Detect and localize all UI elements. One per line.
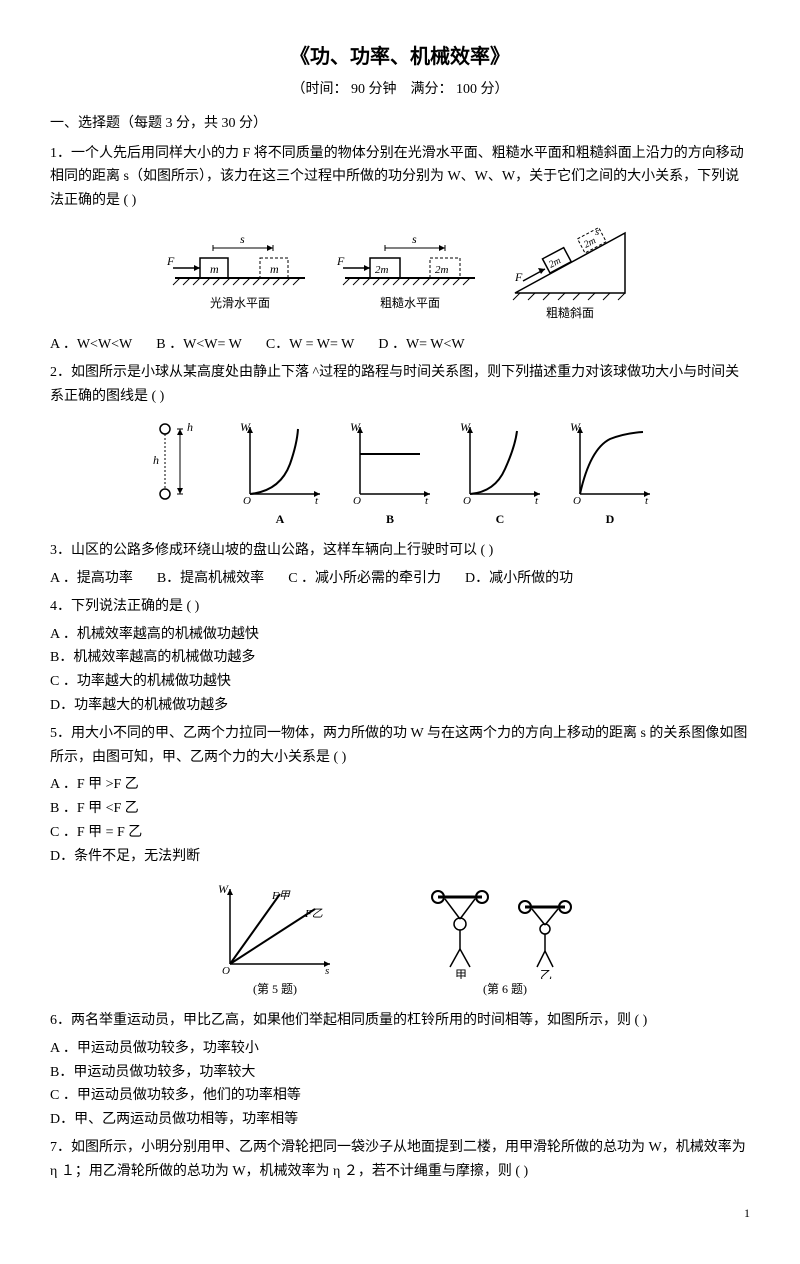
q1-fig-b-label: 粗糙水平面 <box>335 293 485 313</box>
svg-text:s: s <box>412 232 417 246</box>
svg-text:F: F <box>166 254 175 268</box>
question-2: 2．如图所示是小球从某高度处由静止下落 ^过程的路程与时间关系图，则下列描述重力… <box>50 361 750 409</box>
q1-fig-b: 2m 2m F s 粗糙水平面 <box>335 223 485 323</box>
q3-opt-a: A ．提高功率 <box>50 567 133 591</box>
q2-figures: h h W O t A W O t B <box>50 419 750 529</box>
svg-text:乙: 乙 <box>540 968 552 979</box>
svg-text:t: t <box>315 495 319 507</box>
svg-text:O: O <box>222 965 230 977</box>
svg-text:W: W <box>570 420 581 434</box>
svg-text:t: t <box>425 495 429 507</box>
q3-opt-d: D．减小所做的功 <box>465 567 573 591</box>
q1-opt-d: D ．W= W<W <box>378 333 464 357</box>
q6-opt-b: B．甲运动员做功较多，功率较大 <box>50 1061 386 1085</box>
q1-fig-a-label: 光滑水平面 <box>165 293 315 313</box>
page-number: 1 <box>50 1203 750 1223</box>
q6-fig: 甲 乙 (第 6 题) <box>420 879 590 999</box>
q6-fig-label: (第 6 题) <box>420 979 590 999</box>
q6-opt-d: D．甲、乙两运动员做功相等，功率相等 <box>50 1108 386 1132</box>
svg-text:O: O <box>243 495 251 507</box>
svg-text:O: O <box>463 495 471 507</box>
q3-opt-b: B．提高机械效率 <box>157 567 264 591</box>
q2-fig-a: W O t A <box>235 419 325 529</box>
q5-opt-a: A ．F 甲 >F 乙 <box>50 773 386 797</box>
svg-text:h: h <box>187 420 193 434</box>
question-6: 6．两名举重运动员，甲比乙高，如果他们举起相同质量的杠铃所用的时间相等，如图所示… <box>50 1009 750 1033</box>
q5-opt-b: B ．F 甲 <F 乙 <box>50 797 386 821</box>
q2-fig-ht: h h <box>145 419 215 529</box>
svg-text:t: t <box>645 495 649 507</box>
svg-text:t: t <box>535 495 539 507</box>
q1-opt-b: B ．W<W= W <box>156 333 242 357</box>
page-title: 《功、功率、机械效率》 <box>50 40 750 74</box>
question-4: 4．下列说法正确的是 ( ) <box>50 595 750 619</box>
svg-text:2m: 2m <box>375 264 389 276</box>
q6-opt-a: A ．甲运动员做功较多，功率较小 <box>50 1037 386 1061</box>
svg-text:甲: 甲 <box>455 968 467 979</box>
q1-options: A ．W<W<W B ．W<W= W C．W = W= W D ．W= W<W <box>50 333 750 357</box>
question-3: 3．山区的公路多修成环绕山坡的盘山公路，这样车辆向上行驶时可以 ( ) <box>50 539 750 563</box>
q1-fig-a: m m F s 光滑水平面 <box>165 223 315 323</box>
q4-options: A ．机械效率越高的机械做功越快 B．机械效率越高的机械做功越多 C ．功率越大… <box>50 623 750 718</box>
q5-fig-label: (第 5 题) <box>210 979 340 999</box>
svg-text:O: O <box>573 495 581 507</box>
subtitle-score: 满分： 100 分） <box>411 82 509 97</box>
svg-text:W: W <box>460 420 471 434</box>
q1-opt-a: A ．W<W<W <box>50 333 132 357</box>
svg-text:s: s <box>595 226 599 238</box>
q5-q6-figures: W O s F甲 F乙 (第 5 题) 甲 <box>50 879 750 999</box>
q5-opt-d: D．条件不足，无法判断 <box>50 845 386 869</box>
q5-fig: W O s F甲 F乙 (第 5 题) <box>210 879 340 999</box>
svg-text:W: W <box>218 882 229 896</box>
svg-text:W: W <box>350 420 361 434</box>
svg-text:s: s <box>240 232 245 246</box>
question-1: 1．一个人先后用同样大小的力 F 将不同质量的物体分别在光滑水平面、粗糙水平面和… <box>50 142 750 213</box>
svg-text:W: W <box>240 420 251 434</box>
q4-opt-c: C ．功率越大的机械做功越快 <box>50 670 386 694</box>
svg-text:F: F <box>336 254 345 268</box>
q3-options: A ．提高功率 B．提高机械效率 C ．减小所必需的牵引力 D．减小所做的功 <box>50 567 750 591</box>
q1-fig-c: 2m 2m F s 粗糙斜面 <box>505 223 635 323</box>
svg-text:O: O <box>353 495 361 507</box>
svg-text:2m: 2m <box>435 264 449 276</box>
svg-text:m: m <box>210 262 219 276</box>
q4-opt-b: B．机械效率越高的机械做功越多 <box>50 646 386 670</box>
q2-label-c: C <box>455 509 545 529</box>
subtitle: （时间： 90 分钟 满分： 100 分） <box>50 78 750 102</box>
q5-options: A ．F 甲 >F 乙 B ．F 甲 <F 乙 C ．F 甲 = F 乙 D．条… <box>50 773 750 868</box>
svg-text:F乙: F乙 <box>304 908 323 920</box>
q4-opt-a: A ．机械效率越高的机械做功越快 <box>50 623 386 647</box>
q2-fig-c: W O t C <box>455 419 545 529</box>
svg-text:h: h <box>153 453 159 467</box>
q1-figures: m m F s 光滑水平面 <box>50 223 750 323</box>
q5-opt-c: C ．F 甲 = F 乙 <box>50 821 386 845</box>
q2-fig-d: W O t D <box>565 419 655 529</box>
q2-label-b: B <box>345 509 435 529</box>
q4-opt-d: D．功率越大的机械做功越多 <box>50 694 386 718</box>
q6-options: A ．甲运动员做功较多，功率较小 B．甲运动员做功较多，功率较大 C ．甲运动员… <box>50 1037 750 1132</box>
q1-opt-c: C．W = W= W <box>266 333 355 357</box>
q6-opt-c: C ．甲运动员做功较多，他们的功率相等 <box>50 1084 386 1108</box>
q3-opt-c: C ．减小所必需的牵引力 <box>288 567 441 591</box>
subtitle-time: （时间： 90 分钟 <box>292 82 397 97</box>
question-7: 7．如图所示，小明分别用甲、乙两个滑轮把同一袋沙子从地面提到二楼，用甲滑轮所做的… <box>50 1136 750 1184</box>
section-1-heading: 一、选择题（每题 3 分，共 30 分） <box>50 112 750 136</box>
svg-text:F甲: F甲 <box>271 890 291 902</box>
q1-fig-c-label: 粗糙斜面 <box>505 303 635 323</box>
svg-text:s: s <box>325 965 329 977</box>
q2-label-d: D <box>565 509 655 529</box>
question-5: 5．用大小不同的甲、乙两个力拉同一物体，两力所做的功 W 与在这两个力的方向上移… <box>50 722 750 770</box>
q2-fig-b: W O t B <box>345 419 435 529</box>
svg-text:F: F <box>514 270 523 284</box>
q2-label-a: A <box>235 509 325 529</box>
svg-text:m: m <box>270 262 279 276</box>
